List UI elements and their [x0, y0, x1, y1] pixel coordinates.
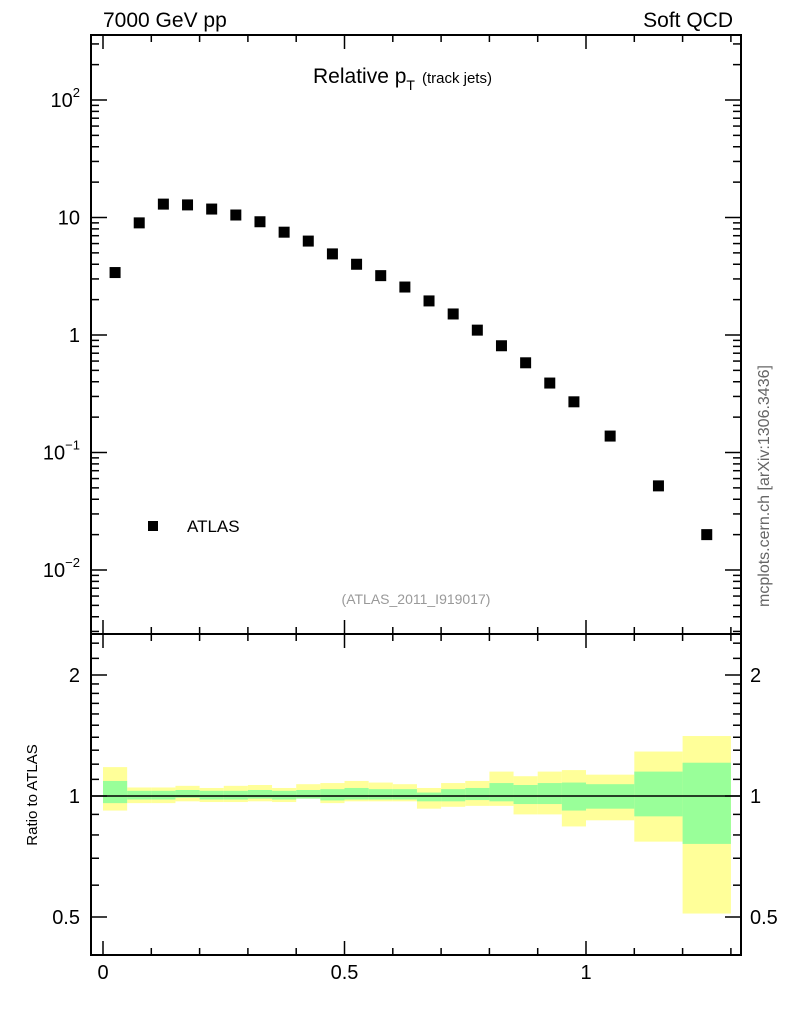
header-category: Soft QCD: [643, 9, 733, 32]
ratio-band-inner: [513, 785, 538, 805]
ratio-band-inner: [320, 789, 345, 801]
ratio-band-inner: [416, 792, 442, 802]
title-main: Relative p: [313, 65, 406, 88]
data-point: [423, 295, 435, 307]
data-point: [375, 270, 387, 282]
data-point: [230, 209, 242, 221]
ratio-band-inner: [465, 787, 490, 801]
ratio-ylabel: Ratio to ATLAS: [24, 744, 41, 845]
ratio-band-inner: [537, 783, 562, 805]
data-point: [254, 216, 266, 228]
y-tick-label: 10−1: [43, 438, 80, 465]
ratio-band-inner: [296, 789, 321, 799]
data-point: [133, 217, 145, 229]
data-point: [399, 281, 411, 293]
analysis-label: (ATLAS_2011_I919017): [342, 591, 491, 607]
ratio-band-inner: [247, 789, 273, 799]
data-point: [278, 226, 290, 238]
ratio-band-inner: [103, 780, 128, 804]
data-point: [471, 324, 483, 336]
ratio-band-inner: [175, 789, 200, 798]
y-tick-labels: 102 10 1 10−1 10−2 2 2 1 1 0.5 0.5: [43, 85, 778, 929]
data-point: [447, 308, 459, 320]
data-point: [495, 340, 507, 352]
data-point: [701, 529, 713, 541]
y-tick-label: 10: [58, 208, 80, 230]
side-watermark: mcplots.cern.ch [arXiv:1306.3436]: [756, 365, 773, 607]
header-energy: 7000 GeV pp: [103, 9, 227, 32]
ratio-bands: [103, 736, 731, 914]
data-point: [157, 198, 169, 210]
y-tick-label: 10−2: [43, 555, 80, 582]
ratio-band-inner: [368, 789, 393, 800]
x-tick-label: 1: [580, 962, 591, 984]
x-tick-label: 0: [97, 962, 108, 984]
data-point: [520, 357, 532, 369]
ratio-y-tick-label-left: 1: [69, 786, 80, 808]
ratio-band-inner: [199, 790, 224, 800]
data-point: [206, 203, 218, 215]
legend-marker-atlas: [148, 521, 158, 531]
ratio-y-tick-label-left: 2: [69, 665, 80, 687]
data-point: [604, 430, 616, 442]
ratio-y-tick-label-left: 0.5: [52, 907, 80, 929]
ratio-band-inner: [127, 790, 152, 800]
axis-ticks: [91, 35, 741, 955]
ratio-band-inner: [682, 762, 731, 844]
ratio-band-inner: [272, 790, 297, 800]
x-tick-label: 0.5: [331, 962, 359, 984]
ratio-y-tick-label-right: 1: [750, 786, 761, 808]
ratio-band-inner: [441, 789, 466, 802]
data-point: [302, 235, 314, 247]
data-point: [351, 258, 363, 270]
ratio-frame: [90, 633, 742, 956]
ratio-band-inner: [489, 783, 514, 802]
y-tick-label: 102: [51, 85, 80, 112]
y-tick-label: 1: [69, 325, 80, 347]
ratio-y-tick-label-right: 0.5: [750, 907, 778, 929]
ratio-y-tick-label-right: 2: [750, 665, 761, 687]
ratio-band-inner: [344, 787, 369, 800]
data-point: [326, 248, 338, 260]
main-frame: [90, 34, 742, 635]
data-point: [568, 396, 580, 408]
title-suffix: (track jets): [422, 70, 492, 87]
ratio-band-inner: [634, 771, 683, 817]
data-point: [109, 267, 121, 279]
ratio-band-inner: [151, 790, 176, 800]
data-points: [109, 198, 713, 541]
x-tick-labels: 0 0.5 1: [97, 962, 591, 984]
data-point: [652, 480, 664, 492]
legend-label-atlas: ATLAS: [187, 517, 240, 536]
ratio-band-inner: [392, 789, 417, 800]
data-point: [182, 199, 194, 211]
title-subscript: T: [406, 77, 415, 93]
plot-title: Relative pT (track jets): [313, 65, 492, 93]
ratio-band-inner: [223, 790, 248, 800]
data-point: [544, 377, 556, 389]
